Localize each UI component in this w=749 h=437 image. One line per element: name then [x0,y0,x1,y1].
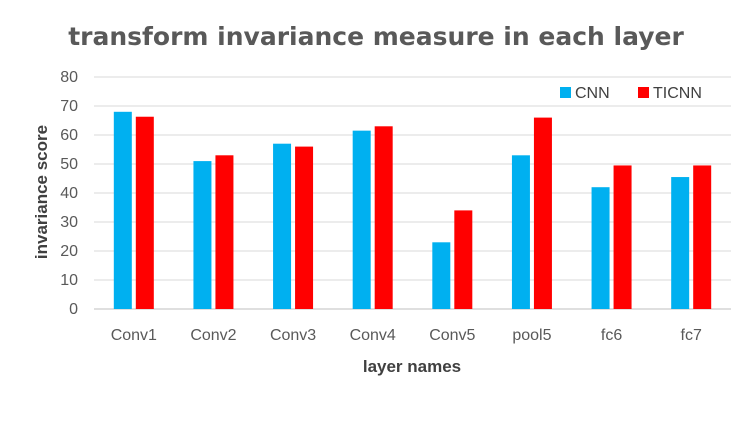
bar-ticnn-conv5 [454,210,473,309]
y-tick-label: 70 [60,98,78,115]
bar-cnn-conv1 [113,111,132,309]
x-tick-label: fc6 [601,327,622,344]
bar-ticnn-conv3 [295,146,314,309]
bar-ticnn-conv1 [135,116,154,309]
legend-swatch-ticnn [638,87,649,98]
x-axis-label: layer names [363,357,461,376]
x-tick-label: pool5 [512,327,551,344]
y-tick-label: 80 [60,69,78,86]
bar-ticnn-pool5 [533,117,552,309]
bar-cnn-fc6 [591,187,610,309]
legend-label-ticnn: TICNN [653,85,702,102]
bar-cnn-fc7 [671,177,690,309]
x-tick-label: Conv5 [429,327,475,344]
chart-title: transform invariance measure in each lay… [68,22,684,51]
x-tick-label: Conv3 [270,327,316,344]
y-tick-label: 10 [60,272,78,289]
y-tick-label: 20 [60,243,78,260]
bar-ticnn-fc7 [693,165,712,309]
bar-cnn-pool5 [511,155,530,309]
y-axis-label: invariance score [32,125,51,259]
gridlines [94,76,731,310]
y-tick-label: 60 [60,127,78,144]
bar-ticnn-fc6 [613,165,632,309]
x-axis-ticks: Conv1 Conv2 Conv3 Conv4 Conv5 pool5 fc6 fc7 [111,327,702,344]
bar-ticnn-conv4 [374,126,393,309]
bar-cnn-conv4 [352,130,371,309]
bar-cnn-conv5 [432,242,451,309]
y-tick-label: 40 [60,185,78,202]
legend-swatch-cnn [560,87,571,98]
bars [113,111,712,309]
y-tick-label: 0 [69,301,78,318]
bar-ticnn-conv2 [215,155,234,309]
bar-cnn-conv2 [193,161,212,309]
x-tick-label: Conv1 [111,327,157,344]
x-tick-label: Conv4 [350,327,396,344]
x-tick-label: fc7 [681,327,702,344]
bar-cnn-conv3 [273,143,292,309]
legend: CNN TICNN [560,85,702,102]
y-tick-label: 50 [60,156,78,173]
legend-label-cnn: CNN [575,85,610,102]
x-tick-label: Conv2 [190,327,236,344]
y-tick-label: 30 [60,214,78,231]
y-axis-ticks: 0 10 20 30 40 50 60 70 80 [60,69,78,318]
